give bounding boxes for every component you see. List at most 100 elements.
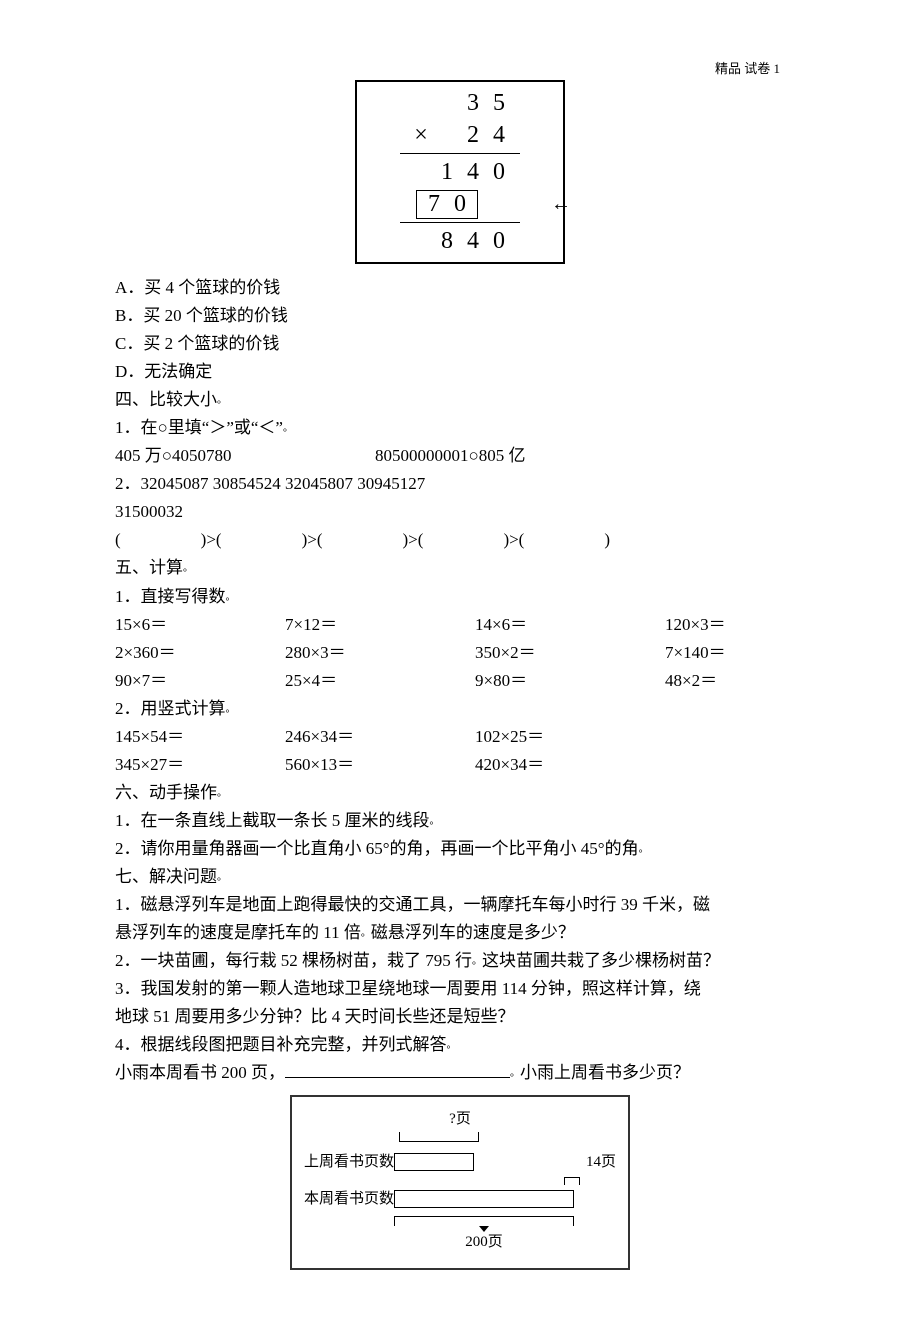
s4-q2-tail: 31500032 (115, 498, 805, 526)
calc-row: 15×6＝ 7×12＝ 14×6＝ 120×3＝ (115, 611, 805, 639)
s5-p2-label: 2．用竖式计算。 (115, 695, 805, 723)
mult-digit: 3 (460, 90, 486, 117)
s7-q3-line2: 地球 51 周要用多少分钟？比 4 天时间长些还是短些？ (115, 1003, 805, 1031)
calc-item: 345×27＝ (115, 751, 285, 779)
calc-row: 90×7＝ 25×4＝ 9×80＝ 48×2＝ (115, 667, 805, 695)
diagram-label-2: 本周看书页数 (304, 1187, 394, 1212)
mult-digit: 4 (460, 228, 486, 255)
calc-item: 102×25＝ (475, 723, 544, 751)
calc-item: 25×4＝ (285, 667, 475, 695)
ordering-blanks: ( )>( )>( )>( )>( ) (115, 526, 805, 554)
calc-item: 15×6＝ (115, 611, 285, 639)
compare-expr-2: 80500000001○805 亿 (375, 442, 526, 470)
s6-q2: 2．请你用量角器画一个比直角小 65°的角，再画一个比平角小 45°的角。 (115, 835, 805, 863)
diagram-bottom-label: 200页 (394, 1230, 574, 1255)
section-5-title: 五、计算。 (115, 554, 805, 582)
calc-item: 2×360＝ (115, 639, 285, 667)
s6-q1: 1．在一条直线上截取一条长 5 厘米的线段。 (115, 807, 805, 835)
calc-item: 7×140＝ (665, 639, 726, 667)
q-text: 2．用竖式计算 (115, 699, 226, 718)
bar-last-week (394, 1153, 474, 1171)
mult-digit: 5 (486, 90, 512, 117)
calc-item: 120×3＝ (665, 611, 726, 639)
mult-rule (400, 222, 520, 223)
blank (427, 526, 499, 554)
q-text: 4．根据线段图把题目补充完整，并列式解答 (115, 1035, 447, 1054)
mult-row-1: 3 5 (357, 87, 563, 119)
calc-row: 345×27＝ 560×13＝ 420×34＝ (115, 751, 805, 779)
q-text: 2．一块苗圃，每行栽 52 棵杨树苗，栽了 795 行 (115, 951, 472, 970)
fill-blank (285, 1060, 510, 1079)
s7-q4-line2: 小雨本周看书 200 页， 。小雨上周看书多少页？ (115, 1059, 805, 1087)
period-icon: 。 (510, 1068, 520, 1079)
blank (528, 526, 600, 554)
s4-q2-nums: 2．32045087 30854524 32045807 30945127 (115, 470, 805, 498)
section-title-text: 六、动手操作 (115, 783, 217, 802)
mult-digit: 0 (486, 159, 512, 186)
calc-item: 246×34＝ (285, 723, 475, 751)
period-icon: 。 (447, 1040, 457, 1051)
section-6-title: 六、动手操作。 (115, 779, 805, 807)
top-bracket-icon (399, 1132, 479, 1142)
calc-item: 145×54＝ (115, 723, 285, 751)
period-icon: 。 (430, 816, 440, 827)
q-text: 1．直接写得数 (115, 587, 226, 606)
diagram-label-1: 上周看书页数 (304, 1150, 394, 1175)
highlighted-partial-product: 7 0 (416, 190, 478, 219)
section-title-text: 四、比较大小 (115, 390, 217, 409)
mult-digit: 4 (460, 159, 486, 186)
mult-digit: 1 (434, 159, 460, 186)
q-text: 磁悬浮列车的速度是多少？ (371, 923, 575, 942)
calc-item: 48×2＝ (665, 667, 717, 695)
mult-digit: 4 (486, 122, 512, 149)
vertical-multiplication: 3 5 × 2 4 1 4 0 7 0 ← 8 4 0 (355, 80, 565, 264)
section-title-text: 五、计算 (115, 558, 183, 577)
period-icon: 。 (217, 395, 227, 406)
calc-item: 560×13＝ (285, 751, 475, 779)
option-b: B．买 20 个篮球的价钱 (115, 302, 805, 330)
calc-item: 14×6＝ (475, 611, 665, 639)
mult-digit: 0 (486, 228, 512, 255)
calc-item: 280×3＝ (285, 639, 475, 667)
calc-row: 2×360＝ 280×3＝ 350×2＝ 7×140＝ (115, 639, 805, 667)
mult-row-2: × 2 4 (357, 119, 563, 151)
mult-row-5: 8 4 0 (357, 225, 563, 257)
mult-digit: 7 (421, 191, 447, 218)
paren-close: ) (604, 526, 610, 554)
mult-digit: 8 (434, 228, 460, 255)
period-icon: 。 (472, 956, 482, 967)
mult-row-3: 1 4 0 (357, 156, 563, 188)
mini-bracket-icon (564, 1177, 580, 1185)
option-c: C．买 2 个篮球的价钱 (115, 330, 805, 358)
section-7-title: 七、解决问题。 (115, 863, 805, 891)
s7-q3-line1: 3．我国发射的第一颗人造地球卫星绕地球一周要用 114 分钟，照这样计算，绕 (115, 975, 805, 1003)
q-text: 1．在○里填“＞”或“＜” (115, 418, 283, 437)
option-a: A．买 4 个篮球的价钱 (115, 274, 805, 302)
calc-item: 7×12＝ (285, 611, 475, 639)
q-text: 小雨上周看书多少页？ (520, 1063, 690, 1082)
s7-q2: 2．一块苗圃，每行栽 52 棵杨树苗，栽了 795 行。这块苗圃共栽了多少棵杨树… (115, 947, 805, 975)
blank (226, 526, 298, 554)
q-text: 悬浮列车的速度是摩托车的 11 倍 (115, 923, 361, 942)
calc-item: 9×80＝ (475, 667, 665, 695)
section-4-title: 四、比较大小。 (115, 386, 805, 414)
document-body: A．买 4 个篮球的价钱 B．买 20 个篮球的价钱 C．买 2 个篮球的价钱 … (115, 274, 805, 1270)
option-d: D．无法确定 (115, 358, 805, 386)
mult-digit: 2 (460, 122, 486, 149)
paren-gt: )>( (302, 526, 323, 554)
s7-q4-line1: 4．根据线段图把题目补充完整，并列式解答。 (115, 1031, 805, 1059)
paren-gt: )>( (403, 526, 424, 554)
q-text: 小雨本周看书 200 页， (115, 1063, 285, 1082)
q-text: 1．在一条直线上截取一条长 5 厘米的线段 (115, 811, 430, 830)
period-icon: 。 (217, 872, 227, 883)
calc-item: 90×7＝ (115, 667, 285, 695)
period-icon: 。 (226, 704, 236, 715)
q-text: 这块苗圃共栽了多少棵杨树苗？ (482, 951, 720, 970)
period-icon: 。 (283, 423, 293, 434)
period-icon: 。 (361, 928, 371, 939)
bar-diagram: ?页 上周看书页数 14页 本周看书页数 200页 (290, 1095, 630, 1270)
blank (327, 526, 399, 554)
paren-gt: )>( (503, 526, 524, 554)
s4-q1-expr: 405 万○4050780 80500000001○805 亿 (115, 442, 805, 470)
mult-operator: × (408, 122, 434, 149)
